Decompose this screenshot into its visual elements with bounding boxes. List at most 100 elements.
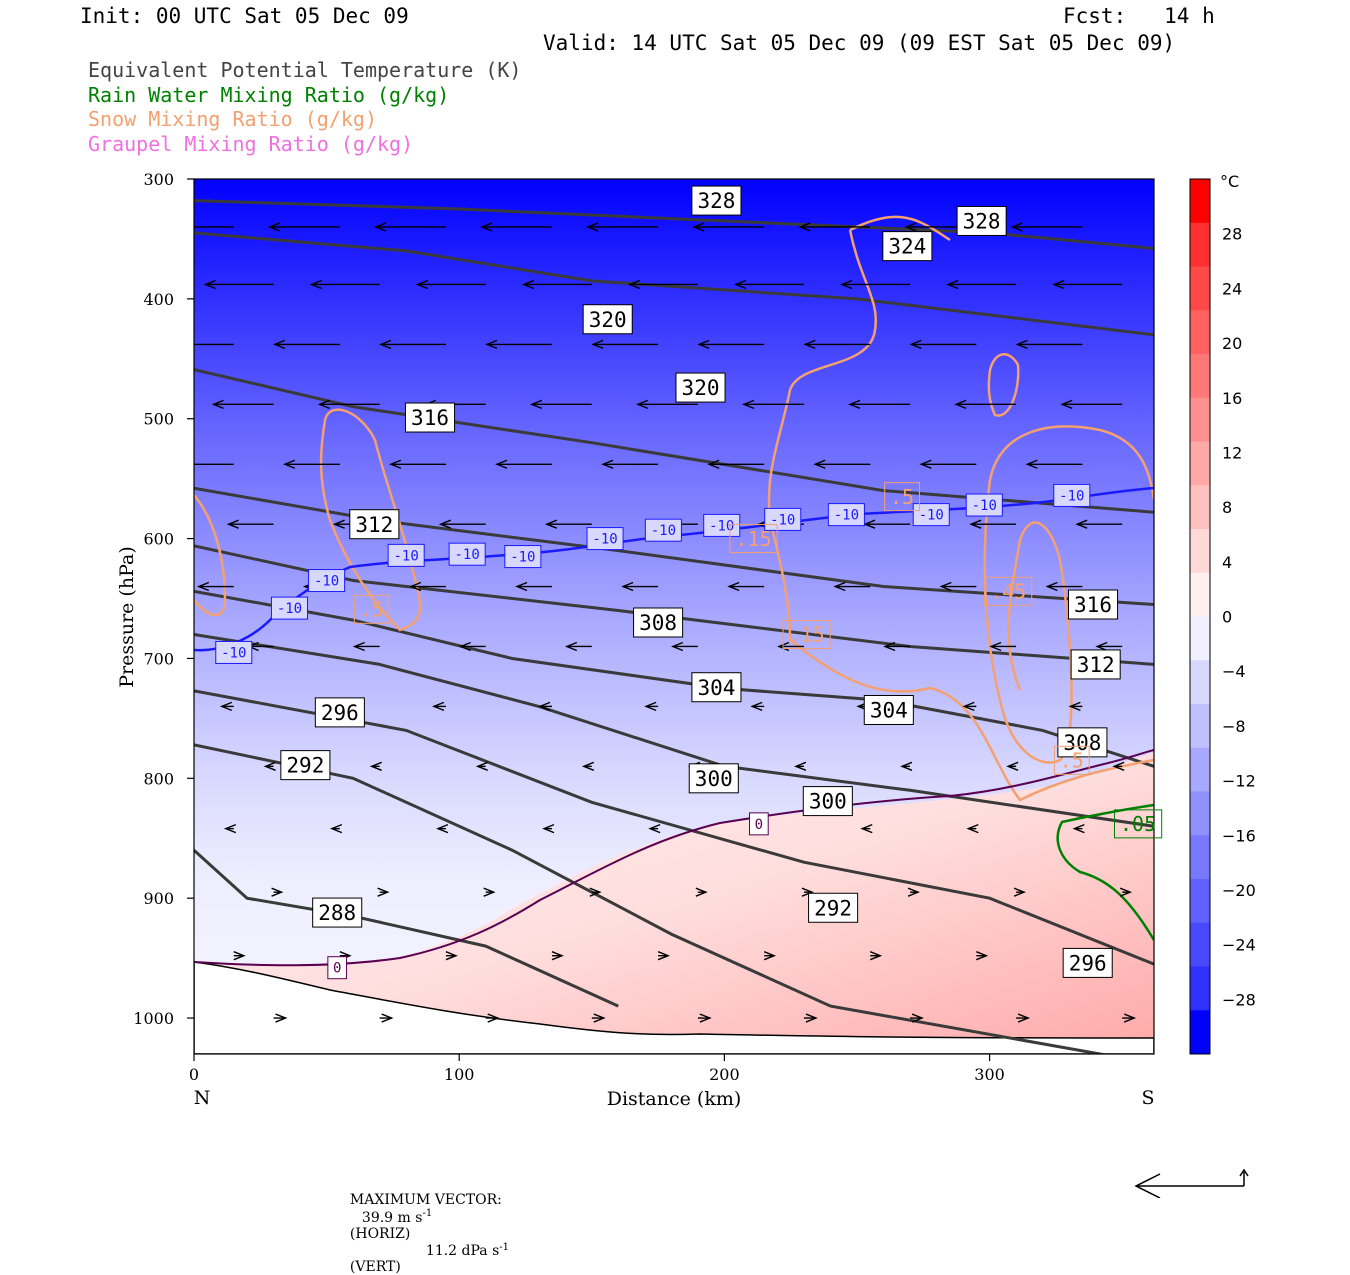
- y-tick-label: 700: [143, 649, 174, 668]
- svg-text:300: 300: [809, 790, 847, 814]
- colorbar-tick-label: −20: [1222, 881, 1256, 900]
- x-tick-label: 200: [709, 1065, 740, 1084]
- y-tick-label: 400: [143, 290, 174, 309]
- wind-vector-head: [907, 887, 920, 897]
- y-tick-label: 1000: [133, 1009, 174, 1028]
- isotherm-label: -10: [448, 542, 486, 566]
- wind-vector-head: [601, 459, 614, 469]
- wind-vector-head: [1075, 519, 1088, 529]
- wind-vector-head: [352, 641, 365, 652]
- svg-text:0: 0: [333, 961, 341, 977]
- wind-vector-head: [196, 581, 210, 592]
- legend-rain-water: Rain Water Mixing Ratio (g/kg): [88, 83, 450, 107]
- zero-isotherm-label: 0: [327, 956, 348, 980]
- svg-text:-10: -10: [277, 601, 302, 617]
- svg-text:316: 316: [411, 406, 449, 430]
- y-tick-label: 900: [143, 889, 174, 908]
- colorbar-segment: [1190, 529, 1210, 574]
- snow-label: .5: [353, 594, 390, 624]
- terrain: [194, 961, 1154, 1054]
- colorbar-segment: [1190, 397, 1210, 442]
- wind-vector-head: [798, 222, 811, 232]
- theta-e-label: 308: [633, 607, 684, 638]
- isotherm-label: -10: [965, 493, 1003, 517]
- wind-vector-head: [415, 279, 428, 290]
- svg-text:-10: -10: [221, 645, 246, 661]
- wind-vector-head: [432, 701, 445, 712]
- wind-vector-head: [727, 581, 740, 592]
- wind-vector-head: [219, 701, 233, 712]
- wind-vector-head: [699, 1013, 712, 1023]
- wind-vector-head: [480, 222, 493, 232]
- plot-frame: [193, 178, 1155, 1055]
- colorbar-tick-label: 8: [1222, 498, 1232, 517]
- svg-text:-10: -10: [972, 498, 997, 514]
- wind-vector-head: [863, 519, 876, 529]
- wind-vector-head: [939, 581, 952, 592]
- snow-label: .5: [1053, 745, 1090, 775]
- max-vector-vert: 11.2 dPa s: [425, 1243, 500, 1260]
- colorbar-segment: [1190, 179, 1210, 224]
- wind-vector-head: [900, 761, 913, 771]
- wind-vector-head: [475, 761, 488, 771]
- wind-vector-head: [707, 459, 720, 469]
- wind-vector-head: [551, 951, 564, 961]
- theta-e-label: 304: [863, 694, 914, 725]
- x-axis-title: Distance (km): [607, 1088, 742, 1110]
- colorbar-segment: [1190, 747, 1210, 792]
- snow-contour: [319, 408, 422, 632]
- wind-vector-head: [445, 951, 458, 961]
- wind-vector-head: [589, 887, 602, 897]
- svg-text:328: 328: [963, 210, 1001, 234]
- svg-text:296: 296: [321, 701, 359, 725]
- colorbar-unit: °C: [1220, 172, 1239, 191]
- svg-text:.15: .15: [735, 527, 771, 551]
- wind-vector-head: [794, 761, 807, 771]
- colorbar-tick-label: −28: [1222, 990, 1256, 1009]
- wind-vector-head: [813, 459, 826, 469]
- wind-vector-head: [515, 581, 528, 592]
- colorbar-segment: [1190, 704, 1210, 749]
- svg-text:296: 296: [1069, 951, 1107, 975]
- y-tick-label: 800: [143, 769, 174, 788]
- wind-vector-head: [591, 339, 604, 350]
- wind-vector-head: [223, 824, 237, 834]
- wind-vector-head: [644, 701, 657, 712]
- theta-e-label: 308: [1057, 727, 1108, 758]
- wind-vector-head: [1017, 1013, 1030, 1023]
- theta-e-label: 312: [349, 509, 400, 540]
- colorbar-segment: [1190, 966, 1210, 1011]
- wind-vector-head: [1013, 887, 1026, 897]
- y-tick-label: 500: [143, 410, 174, 429]
- wind-vector-head: [438, 519, 451, 529]
- wind-vector-head: [989, 641, 1002, 652]
- colorbar-tick-label: −8: [1222, 717, 1246, 736]
- theta-e-label: 316: [404, 402, 456, 433]
- wind-vector-head: [692, 222, 705, 232]
- wind-vector-head: [1052, 279, 1065, 290]
- wind-vector-head: [593, 1013, 606, 1023]
- svg-text:-10: -10: [709, 518, 734, 534]
- wind-vector-head: [374, 222, 387, 232]
- wind-vector-head: [1010, 222, 1023, 232]
- wind-vector-head: [586, 222, 599, 232]
- svg-text:292: 292: [814, 896, 852, 920]
- colorbar-tick-label: 20: [1222, 334, 1242, 353]
- colorbar-segment: [1190, 922, 1210, 967]
- wind-vector-head: [169, 340, 179, 348]
- init-time: Init: 00 UTC Sat 05 Dec 09: [80, 4, 409, 28]
- colorbar-tick-label: 28: [1222, 225, 1242, 244]
- theta-e-label: 292: [280, 750, 331, 781]
- wind-vector-head: [1112, 761, 1125, 771]
- wind-vector-head: [750, 701, 763, 712]
- snow-contour: [767, 215, 1154, 802]
- theta-e-label: 296: [314, 697, 365, 728]
- wind-vector-head: [271, 887, 284, 897]
- wind-vector-head: [904, 222, 917, 232]
- wind-vector-head: [1119, 887, 1133, 897]
- svg-text:0: 0: [755, 817, 763, 833]
- isotherm-label: -10: [644, 518, 682, 542]
- wind-vector-head: [1015, 339, 1028, 350]
- wind-vector-head: [544, 519, 558, 529]
